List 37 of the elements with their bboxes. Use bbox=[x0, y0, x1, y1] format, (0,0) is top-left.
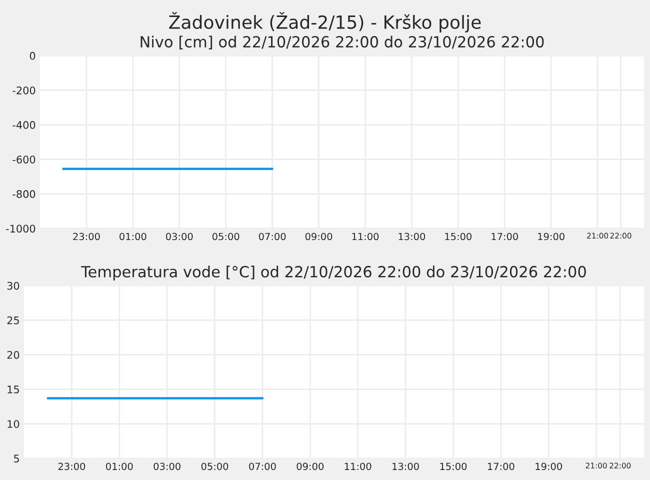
x-tick-label: 07:00 bbox=[249, 462, 276, 470]
x-tick-label: 09:00 bbox=[305, 232, 332, 240]
y-tick-label: -400 bbox=[12, 121, 36, 129]
y-tick-label: 10 bbox=[8, 420, 20, 428]
x-tick-label: 19:00 bbox=[536, 462, 562, 470]
y-tick-label: -800 bbox=[12, 190, 36, 198]
chart-subtitle: Nivo [cm] od 22/10/2026 22:00 do 23/10/2026 22:00 bbox=[140, 36, 544, 50]
y-tick-label: 0 bbox=[30, 52, 36, 60]
x-tick-label: 13:00 bbox=[398, 232, 426, 240]
chart-title: Temperatura vode [°C] od 22/10/2026 22:00 do 23/10/2026 22:00 bbox=[81, 266, 586, 280]
x-tick-label: 03:00 bbox=[154, 462, 180, 470]
x-tick-label: 05:00 bbox=[201, 462, 228, 470]
x-tick-label: 15:00 bbox=[445, 232, 472, 240]
x-tick-label: 17:00 bbox=[488, 462, 514, 470]
x-tick-label: 03:00 bbox=[166, 232, 193, 240]
x-tick-label: 05:00 bbox=[212, 232, 240, 240]
y-tick-label: 20 bbox=[7, 350, 20, 359]
y-tick-label: 25 bbox=[7, 316, 19, 324]
x-tick-label: 09:00 bbox=[296, 462, 324, 470]
x-tick-label: 11:00 bbox=[352, 232, 379, 240]
x-tick-label: 17:00 bbox=[492, 232, 518, 240]
y-tick-label: -600 bbox=[12, 156, 36, 164]
chart-title: Žadovinek (Žad-2/15) - Krško polje bbox=[169, 12, 481, 32]
y-tick-label: 5 bbox=[14, 454, 19, 463]
y-tick-label: -1000 bbox=[6, 224, 36, 233]
x-tick-label: 01:00 bbox=[120, 232, 146, 240]
y-tick-label: 30 bbox=[7, 282, 20, 290]
y-tick-label: 15 bbox=[8, 386, 19, 394]
x-tick-label: 13:00 bbox=[392, 462, 419, 470]
x-tick-label: 11:00 bbox=[344, 462, 372, 470]
x-tick-label: 23:00 bbox=[58, 462, 86, 470]
x-tick-label: 19:00 bbox=[538, 232, 564, 240]
x-tick-label: 07:00 bbox=[258, 232, 286, 240]
x-tick-label: 23:00 bbox=[73, 232, 100, 240]
y-tick-label: -200 bbox=[12, 86, 36, 94]
x-tick-label: 01:00 bbox=[106, 462, 133, 470]
x-tick-label: 15:00 bbox=[440, 462, 467, 470]
